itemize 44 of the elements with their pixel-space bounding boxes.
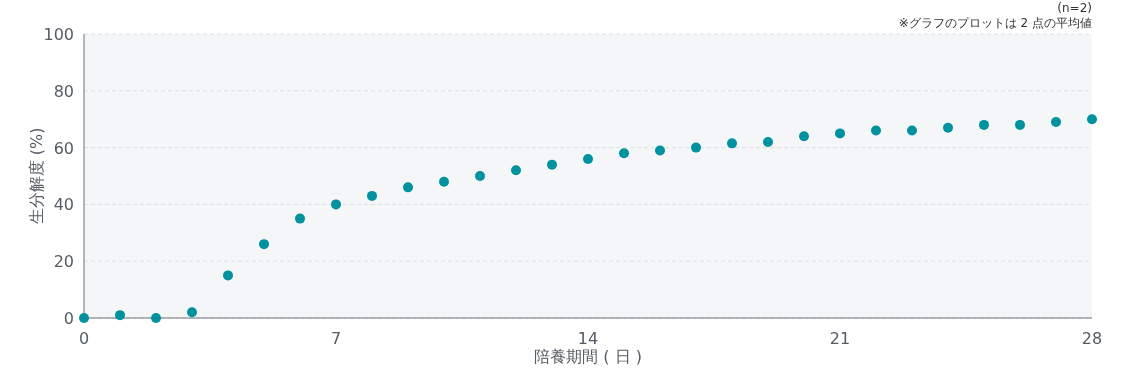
point [79, 313, 89, 323]
point [763, 136, 773, 147]
point [1015, 119, 1025, 130]
point [295, 213, 305, 224]
point [1051, 117, 1061, 128]
point [367, 190, 377, 201]
point [439, 176, 449, 187]
point [835, 128, 845, 139]
point [1087, 114, 1097, 125]
point [943, 122, 953, 133]
x-tick-label: 7 [330, 329, 342, 348]
point [583, 153, 593, 164]
y-tick-label: 40 [53, 195, 74, 215]
point [979, 119, 989, 130]
x-tick-label: 28 [1081, 329, 1103, 348]
point [907, 125, 917, 136]
point [619, 148, 629, 159]
point [727, 138, 737, 149]
point [331, 199, 341, 210]
point [223, 270, 233, 281]
point [187, 307, 197, 318]
y-tick-label: 60 [53, 138, 74, 158]
point [655, 145, 665, 156]
point [115, 310, 125, 321]
point [151, 313, 161, 323]
text: ※グラフのプロットは 2 点の平均値 [898, 16, 1092, 30]
x-axis-title: 陪養期間 ( 日 ) [534, 347, 642, 366]
point [799, 131, 809, 142]
y-tick-label: 80 [53, 81, 74, 101]
point [259, 239, 269, 250]
point [547, 159, 557, 170]
point [475, 171, 485, 181]
y-tick-label: 0 [63, 309, 74, 328]
y-tick-label: 20 [53, 252, 74, 272]
point [511, 165, 521, 176]
text: (n=2) [1057, 1, 1092, 15]
y-tick-label: 100 [43, 25, 74, 44]
x-tick-label: 0 [78, 329, 90, 348]
point [403, 182, 413, 193]
x-tick-label: 14 [577, 329, 599, 348]
point [871, 125, 881, 136]
x-tick-label: 21 [829, 329, 851, 348]
point [691, 142, 701, 153]
y-axis-title: 生分解度 (%) [27, 127, 46, 225]
